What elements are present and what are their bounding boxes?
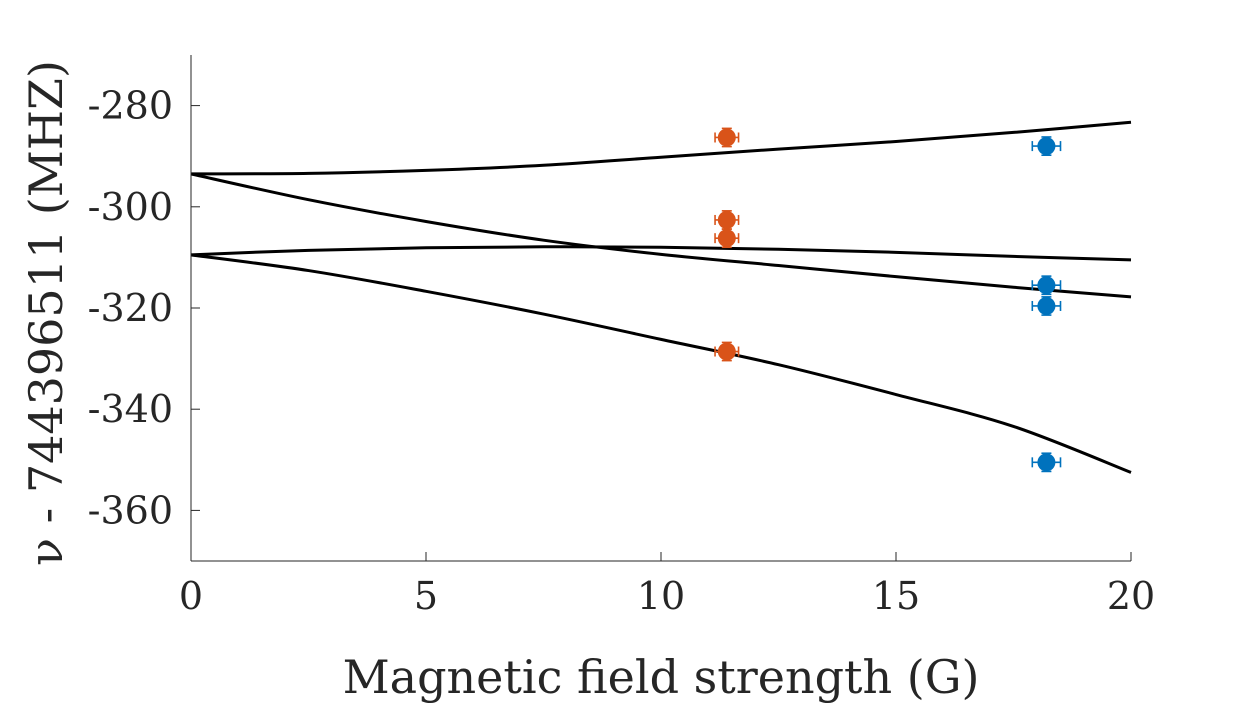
data-marker [717, 342, 736, 361]
x-tick-label: 10 [637, 574, 685, 618]
model-curve-1 [190, 120, 1132, 176]
data-marker [717, 128, 736, 147]
x-tick-label: 20 [1107, 574, 1155, 618]
data-point [714, 228, 740, 249]
data-marker [1037, 137, 1056, 156]
data-point [1031, 136, 1062, 156]
data-marker [717, 229, 736, 248]
model-curve-4 [190, 253, 1132, 474]
y-axis-label: ν - 744396511 (MHZ) [19, 60, 73, 566]
y-tick-label: -280 [88, 84, 173, 128]
x-tick-label: 5 [414, 574, 438, 618]
model-curve-3 [190, 245, 1132, 262]
x-tick-label: 0 [179, 574, 203, 618]
data-point [1031, 275, 1062, 296]
x-tick-label: 15 [872, 574, 920, 618]
model-curves [190, 120, 1132, 474]
axes: 0 5 10 15 20 -280 -300 -320 -340 -360 [88, 55, 1155, 618]
data-marker [1037, 453, 1056, 472]
data-point [714, 127, 740, 148]
y-tick-label: -320 [88, 286, 173, 330]
model-curve-2 [190, 172, 1132, 299]
data-points [714, 127, 1062, 473]
data-point [1031, 296, 1062, 316]
data-point [1031, 452, 1062, 473]
data-marker [1037, 296, 1056, 315]
y-tick-label: -300 [88, 185, 173, 229]
data-marker [1037, 276, 1056, 295]
data-point [714, 341, 740, 362]
y-tick-label: -360 [88, 488, 173, 532]
data-marker [717, 210, 736, 229]
data-point [714, 210, 740, 230]
y-tick-label: -340 [88, 387, 173, 431]
x-axis-label: Magnetic field strength (G) [343, 650, 980, 704]
